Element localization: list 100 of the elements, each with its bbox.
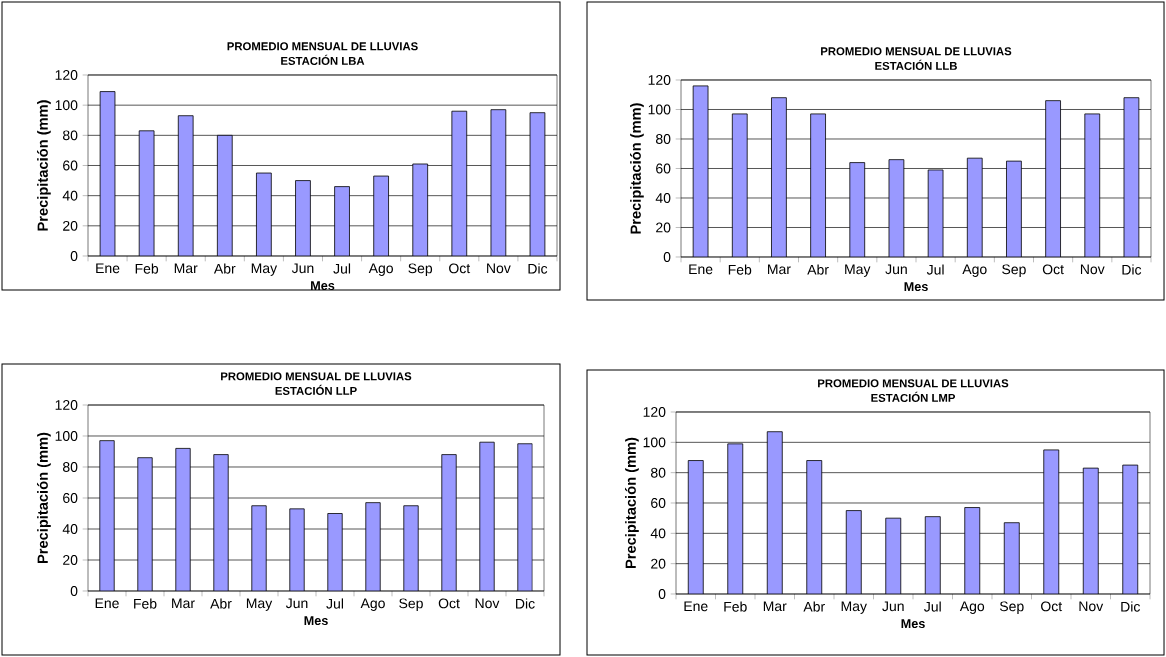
x-tick-label: Jul (926, 264, 944, 275)
bar (924, 516, 941, 594)
y-tick-label: 80 (656, 134, 671, 144)
y-tick-label: 60 (651, 498, 666, 508)
bar (845, 510, 862, 594)
y-tick-label: 20 (63, 220, 78, 231)
chart-title: PROMEDIO MENSUAL DE LLUVIAS (221, 372, 412, 381)
y-tick-label: 40 (650, 528, 666, 539)
x-tick-label: Feb (728, 264, 752, 275)
y-tick-label: 100 (55, 100, 78, 111)
y-tick-label: 120 (55, 70, 78, 80)
bar (964, 507, 981, 594)
y-axis-title: Precipitación (mm) (624, 437, 639, 569)
y-tick-label: 80 (62, 130, 78, 141)
bar (251, 505, 267, 591)
x-tick-label: Nov (1079, 601, 1104, 612)
bar (1043, 449, 1060, 594)
y-tick-label: 40 (62, 190, 78, 201)
x-tick-label: Abr (210, 598, 232, 609)
x-tick-label: Nov (475, 598, 500, 609)
y-axis-title: Precipitación (mm) (36, 100, 51, 231)
x-tick-label: Jul (326, 598, 344, 609)
bar (1082, 467, 1099, 594)
y-tick-label: 0 (70, 251, 78, 261)
x-tick-label: Sep (999, 601, 1024, 615)
x-tick-label: Dic (528, 263, 548, 274)
y-tick-label: 40 (62, 524, 78, 534)
x-tick-label: Feb (724, 601, 747, 612)
y-tick-label: 80 (62, 462, 78, 472)
y-tick-label: 20 (651, 558, 666, 569)
x-tick-label: Ago (368, 263, 393, 276)
x-tick-label: Jun (885, 264, 907, 275)
bar (1045, 100, 1061, 257)
x-tick-label: Mar (174, 263, 198, 274)
y-tick-label: 60 (656, 163, 671, 174)
chart-subtitle: ESTACIÓN LMP (871, 391, 956, 402)
x-tick-label: Feb (134, 598, 157, 609)
bar (687, 460, 704, 594)
x-tick-label: Sep (1002, 264, 1026, 278)
y-tick-label: 120 (648, 75, 671, 85)
bar (365, 502, 381, 591)
x-tick-label: Ago (360, 598, 385, 611)
y-tick-label: 120 (55, 400, 78, 410)
x-tick-label: Abr (213, 263, 236, 274)
bar (885, 517, 902, 594)
x-tick-label: Nov (487, 263, 511, 274)
x-tick-label: May (845, 264, 871, 277)
x-axis-title: Mes (901, 619, 925, 629)
chart-subtitle: ESTACIÓN LBA (281, 54, 365, 65)
bar (99, 440, 115, 591)
bar (1003, 522, 1020, 594)
bar (731, 113, 748, 257)
x-tick-label: Feb (135, 263, 159, 274)
bar (810, 113, 826, 257)
y-tick-label: 60 (63, 493, 78, 503)
x-tick-label: Oct (438, 598, 460, 609)
x-tick-label: Dic (1122, 264, 1142, 275)
x-tick-label: Mar (763, 601, 787, 612)
x-tick-label: May (251, 263, 278, 276)
x-tick-label: Abr (803, 601, 825, 612)
x-tick-label: Sep (399, 598, 423, 612)
x-tick-label: Ago (962, 264, 987, 277)
bar (727, 443, 744, 594)
bar (289, 508, 305, 591)
x-axis-title: Mes (311, 281, 335, 291)
x-tick-label: Ene (96, 263, 120, 274)
bar (849, 162, 866, 257)
bar (766, 431, 783, 594)
y-tick-label: 100 (648, 104, 671, 115)
chart-subtitle: ESTACIÓN LLB (875, 59, 957, 70)
x-tick-label: Oct (1041, 601, 1063, 612)
bar (517, 443, 533, 591)
y-axis-title: Precipitación (mm) (36, 432, 51, 564)
x-tick-label: May (841, 601, 867, 614)
y-tick-label: 80 (651, 467, 666, 478)
x-axis-title: Mes (304, 616, 328, 626)
y-tick-label: 100 (643, 437, 666, 448)
bar (1122, 464, 1139, 594)
bar (1084, 113, 1101, 257)
x-tick-label: Ene (684, 601, 708, 612)
x-tick-label: Oct (1042, 264, 1064, 275)
y-tick-label: 20 (656, 222, 671, 233)
x-axis-title: Mes (904, 282, 928, 292)
bar (327, 513, 343, 591)
x-tick-label: Jun (291, 263, 314, 274)
x-tick-label: Dic (1121, 601, 1140, 612)
x-tick-label: Ene (689, 264, 713, 275)
y-tick-label: 0 (658, 589, 666, 599)
bar (403, 505, 419, 591)
x-tick-label: Ene (95, 598, 119, 609)
bar (771, 97, 787, 257)
bar (966, 157, 983, 257)
chart-title: PROMEDIO MENSUAL DE LLUVIAS (227, 42, 418, 51)
y-tick-label: 120 (643, 407, 666, 417)
chart-title: PROMEDIO MENSUAL DE LLUVIAS (818, 379, 1009, 388)
y-tick-label: 0 (70, 586, 78, 596)
bar (213, 454, 229, 591)
x-tick-label: Jul (333, 263, 351, 274)
x-tick-label: May (246, 598, 273, 611)
x-tick-label: Abr (807, 264, 829, 275)
